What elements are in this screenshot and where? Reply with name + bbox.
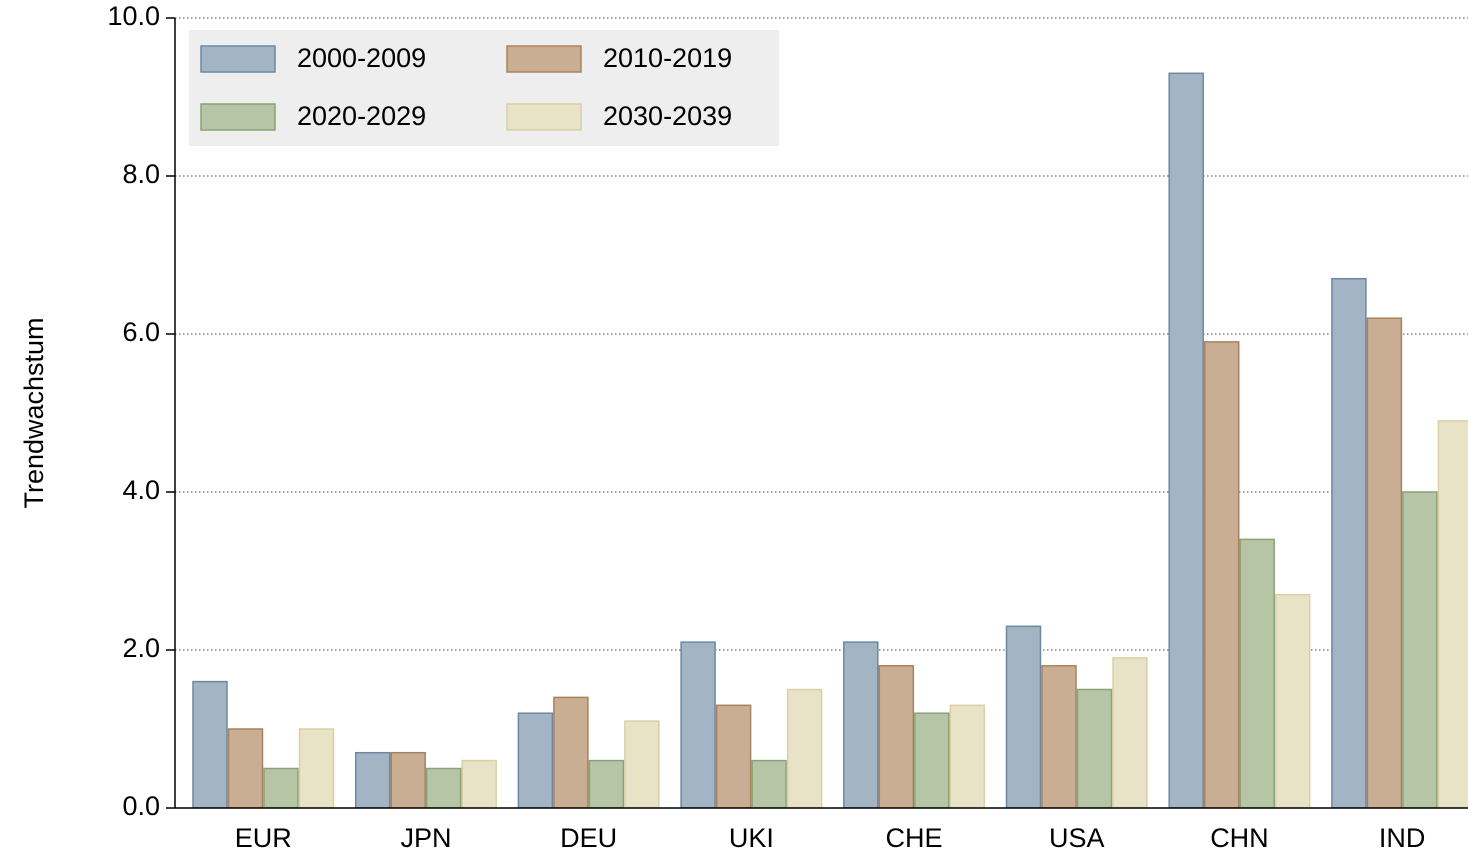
bar (227, 728, 264, 808)
bar (1112, 657, 1148, 808)
bar (843, 641, 879, 808)
y-tick-label: 0.0 (122, 791, 160, 821)
bar (624, 720, 660, 808)
bar (553, 696, 589, 808)
bar (588, 759, 625, 808)
plot-area (192, 72, 1468, 808)
legend-swatch (200, 103, 276, 131)
bar (517, 712, 554, 808)
bar (425, 767, 462, 808)
bar (1005, 625, 1042, 808)
bar (1076, 688, 1113, 808)
bar (949, 704, 986, 808)
y-tick-label: 8.0 (122, 159, 160, 189)
bar (786, 688, 823, 808)
bar (461, 759, 497, 808)
bar (192, 680, 228, 808)
bar (1203, 341, 1240, 808)
y-axis-label: Trendwachstum (19, 317, 49, 508)
x-tick-label: CHN (1210, 823, 1269, 853)
x-tick-label: IND (1379, 823, 1426, 853)
x-tick-label: UKI (729, 823, 774, 853)
x-tick-label: CHE (886, 823, 943, 853)
bar (1239, 538, 1275, 808)
legend-swatch (506, 45, 582, 73)
bar (914, 712, 950, 808)
bar (878, 665, 915, 808)
bar (680, 641, 716, 808)
bar (298, 728, 335, 808)
legend-label: 2010-2019 (603, 43, 732, 73)
legend-label: 2000-2009 (297, 43, 426, 73)
legend-swatch (200, 45, 276, 73)
y-tick-label: 2.0 (122, 633, 160, 663)
legend-box (189, 30, 779, 146)
y-tick-label: 6.0 (122, 317, 160, 347)
bar (1366, 317, 1403, 808)
bar (354, 751, 391, 808)
x-tick-label: DEU (560, 823, 617, 853)
bar (1041, 665, 1077, 808)
y-tick-label: 10.0 (107, 1, 160, 31)
legend-label: 2030-2039 (603, 101, 732, 131)
bar (263, 767, 299, 808)
x-tick-label: JPN (400, 823, 451, 853)
legend-label: 2020-2029 (297, 101, 426, 131)
bar (1168, 72, 1204, 808)
bar (1437, 420, 1468, 808)
bar (751, 759, 787, 808)
x-tick-label: EUR (235, 823, 292, 853)
legend-swatch (506, 103, 582, 131)
bar (390, 751, 426, 808)
y-tick-label: 4.0 (122, 475, 160, 505)
bar (715, 704, 752, 808)
x-tick-label: USA (1049, 823, 1105, 853)
bar (1331, 277, 1367, 808)
bar (1274, 593, 1311, 808)
bar (1402, 491, 1438, 808)
